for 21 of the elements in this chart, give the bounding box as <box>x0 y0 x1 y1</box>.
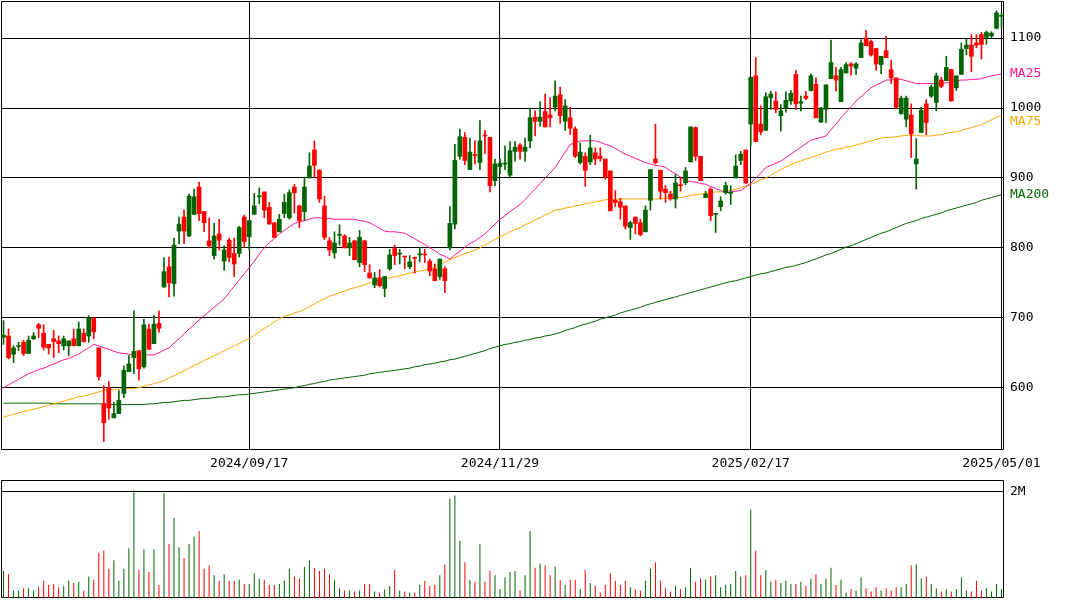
candlestick <box>778 104 784 132</box>
candlestick <box>156 310 162 333</box>
y-tick-label: 600 <box>1010 379 1034 395</box>
y-tick-label: 700 <box>1010 309 1034 325</box>
series-label: MA25 <box>1010 65 1042 81</box>
x-tick-label: 2025/02/17 <box>711 455 790 471</box>
y-tick-label: 800 <box>1010 239 1034 255</box>
y-tick-label: 1000 <box>1010 99 1042 115</box>
y-tick-label: 900 <box>1010 169 1034 185</box>
candlestick <box>397 248 403 265</box>
candlestick <box>913 138 919 190</box>
series-label: MA75 <box>1010 113 1042 129</box>
candlestick <box>472 140 478 165</box>
series-label: MA200 <box>1010 186 1050 202</box>
candlestick <box>256 187 262 205</box>
x-tick-label: 2024/11/29 <box>460 455 540 471</box>
candlestick <box>412 256 418 274</box>
ref-line-label: 2M <box>1010 482 1026 498</box>
x-tick-label: 2024/09/17 <box>210 455 289 471</box>
x-tick-label: 2025/05/01 <box>962 455 1041 471</box>
y-tick-label: 1100 <box>1010 29 1042 45</box>
